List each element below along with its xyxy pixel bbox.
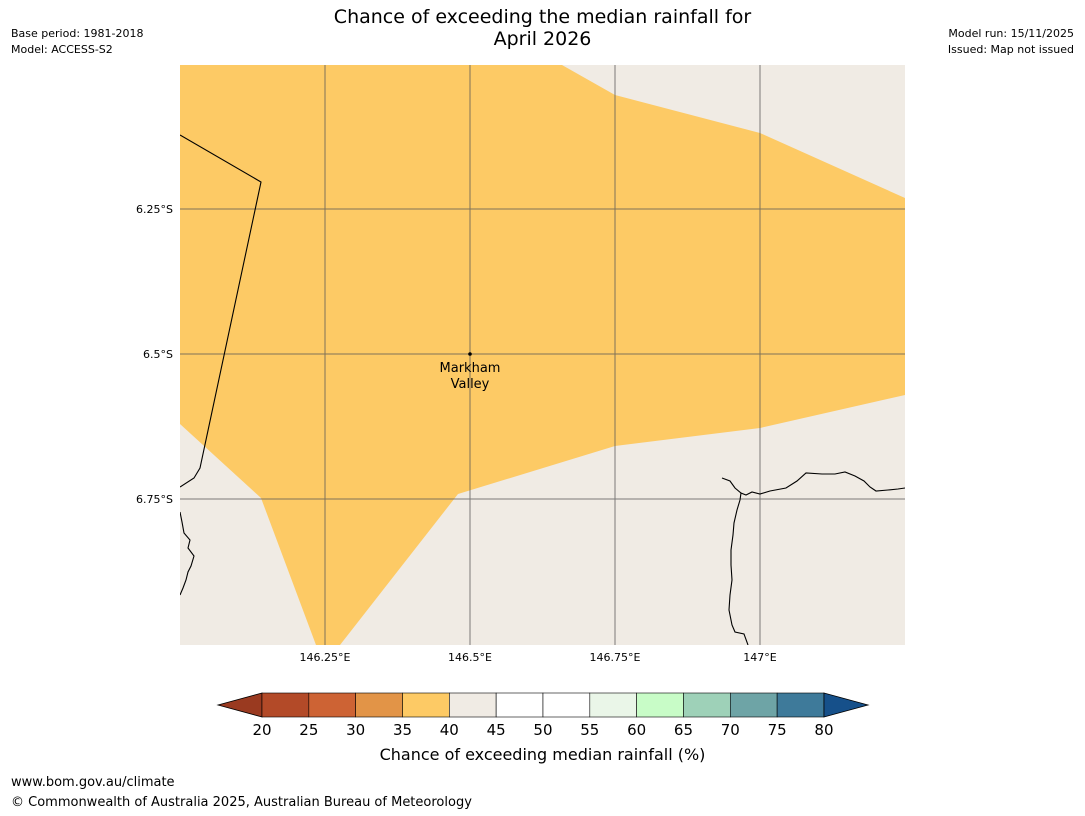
colorbar: 20 25 30 35 40 45 50 55 60 65 70 75 80 [216, 692, 870, 739]
colorbar-tick-label: 60 [627, 721, 646, 739]
issued-status: Issued: Map not issued [947, 43, 1074, 56]
colorbar-tick-label: 35 [393, 721, 412, 739]
colorbar-segment [402, 692, 450, 718]
markham-valley-marker [468, 352, 472, 356]
graticule [180, 65, 905, 645]
coastline-east [721, 471, 905, 645]
footer-url: www.bom.gov.au/climate [11, 775, 175, 790]
title-line-2: April 2026 [493, 28, 592, 50]
boundaries [180, 134, 905, 645]
region-35-40 [180, 65, 905, 645]
colorbar-label: Chance of exceeding median rainfall (%) [379, 745, 706, 764]
colorbar-tick-label: 70 [721, 721, 740, 739]
map-area [180, 65, 905, 645]
model-name: Model: ACCESS-S2 [11, 43, 113, 56]
colorbar-tick-label: 65 [674, 721, 693, 739]
colorbar-segment [261, 692, 310, 718]
place-label-line1: Markham [440, 361, 501, 376]
colorbar-segment [729, 692, 778, 718]
colorbar-tick-label: 30 [346, 721, 365, 739]
colorbar-extend-high [823, 692, 870, 718]
lat-tick-label: 6.75°S [136, 493, 173, 506]
colorbar-tick-label: 25 [299, 721, 318, 739]
colorbar-segment [776, 692, 825, 718]
colorbar-segment [683, 692, 731, 718]
map-title: Chance of exceeding the median rainfall … [0, 6, 1085, 50]
lon-tick-label: 146.75°E [590, 651, 641, 664]
colorbar-segment [589, 692, 637, 718]
colorbar-tick-label: 75 [768, 721, 787, 739]
colorbar-segment [636, 692, 684, 718]
base-period: Base period: 1981-2018 [11, 27, 144, 40]
lon-tick-label: 147°E [743, 651, 776, 664]
colorbar-segment [542, 692, 591, 718]
meta-left: Base period: 1981-2018 Model: ACCESS-S2 [11, 26, 143, 58]
lon-tick-label: 146.5°E [448, 651, 492, 664]
colorbar-tick-label: 55 [580, 721, 599, 739]
colorbar-extend-low [216, 692, 263, 718]
colorbar-segment [308, 692, 356, 718]
footer-copyright: © Commonwealth of Australia 2025, Austra… [11, 795, 472, 810]
colorbar-segment [449, 692, 497, 718]
lat-tick-label: 6.25°S [136, 203, 173, 216]
title-line-1: Chance of exceeding the median rainfall … [333, 6, 752, 28]
admin-boundary [180, 134, 262, 488]
colorbar-tick-label: 50 [533, 721, 552, 739]
lon-tick-label: 146.25°E [300, 651, 351, 664]
colorbar-segment [495, 692, 544, 718]
model-run: Model run: 15/11/2025 [948, 27, 1074, 40]
meta-right: Model run: 15/11/2025 Issued: Map not is… [948, 26, 1074, 58]
colorbar-segment [355, 692, 403, 718]
colorbar-tick-label: 40 [440, 721, 459, 739]
colorbar-tick-label: 45 [487, 721, 506, 739]
lat-tick-label: 6.5°S [143, 348, 173, 361]
coastline-west [180, 511, 195, 596]
colorbar-tick-label: 80 [814, 721, 833, 739]
place-label-line2: Valley [451, 377, 490, 392]
colorbar-tick-label: 20 [252, 721, 271, 739]
